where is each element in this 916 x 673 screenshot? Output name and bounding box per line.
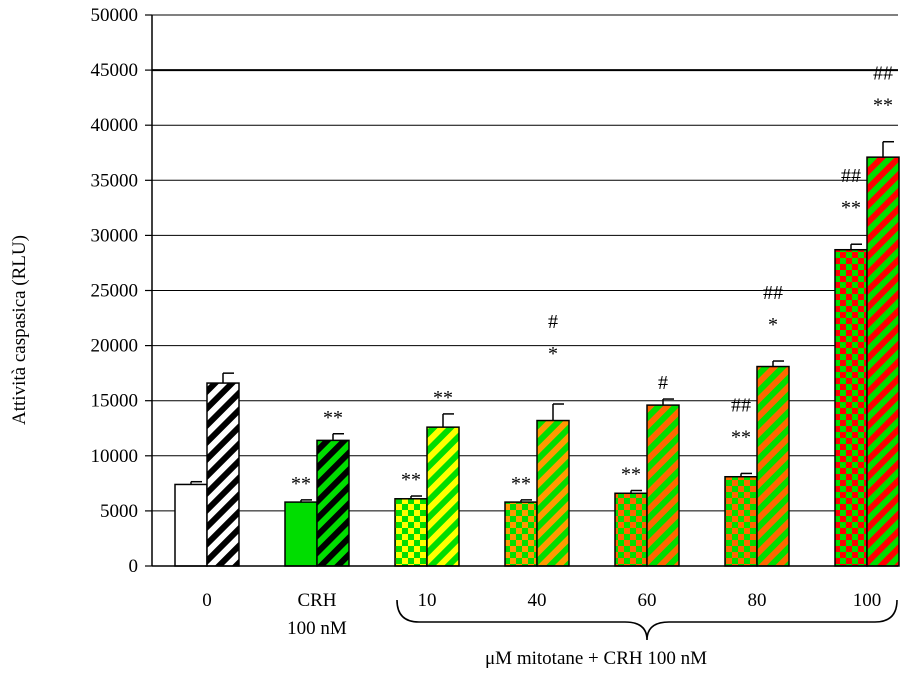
bar-b-0	[206, 382, 240, 567]
significance-mark: **	[291, 473, 311, 495]
error-bars	[190, 140, 894, 503]
group-label: μM mitotane + CRH 100 nM	[485, 648, 707, 669]
y-tick-label: 5000	[100, 501, 138, 522]
bar-a-1	[284, 501, 318, 567]
significance-mark: *	[768, 314, 778, 336]
y-axis-label: Attività caspasica (RLU)	[9, 235, 30, 425]
significance-mark: ##	[841, 165, 861, 187]
significance-mark: **	[873, 95, 893, 117]
axes	[151, 15, 898, 567]
bar-b-1	[316, 439, 350, 567]
bar-b-2	[426, 426, 460, 567]
y-tick-label: 50000	[91, 5, 139, 26]
significance-annotations: ***********#**#**##*##**##**##	[291, 63, 893, 495]
x-tick-label: 100	[853, 590, 882, 611]
bar-b-4	[646, 404, 680, 567]
y-tick-label: 30000	[91, 225, 139, 246]
significance-mark: **	[511, 473, 531, 495]
bar-a-5	[724, 475, 758, 567]
x-tick-label: 80	[748, 590, 767, 611]
significance-mark: **	[731, 426, 751, 448]
significance-mark: ##	[731, 394, 751, 416]
bar-b-6	[866, 156, 900, 567]
significance-mark: **	[841, 197, 861, 219]
gridlines	[152, 14, 898, 512]
x-axis-labels: 0 CRH 100 nM 10 40 60 80 100	[202, 590, 881, 639]
y-axis-ticks: 0 5000 10000 15000 20000 25000 30000 35000 40000…	[91, 5, 152, 577]
x-tick-label: 0	[202, 590, 212, 611]
bar-b-5	[756, 365, 790, 567]
significance-mark: *	[548, 343, 558, 365]
bar-a-2	[394, 498, 428, 567]
x-tick-label-line2: 100 nM	[287, 618, 347, 639]
bar-b-3	[536, 419, 570, 567]
y-tick-label: 0	[129, 556, 139, 577]
x-tick-label: 60	[638, 590, 657, 611]
x-tick-label: 40	[528, 590, 547, 611]
significance-mark: **	[401, 469, 421, 491]
y-tick-label: 40000	[91, 115, 139, 136]
bar-a-0	[174, 483, 208, 567]
x-tick-label: 10	[418, 590, 437, 611]
y-tick-label: 15000	[91, 391, 139, 412]
significance-mark: ##	[873, 63, 893, 85]
y-tick-label: 45000	[91, 60, 139, 81]
x-tick-label: CRH	[297, 590, 336, 611]
bar-a-6	[834, 248, 868, 567]
bars	[174, 156, 900, 567]
significance-mark: ##	[763, 282, 783, 304]
y-tick-label: 20000	[91, 336, 139, 357]
group-brace	[396, 599, 898, 641]
significance-mark: **	[433, 387, 453, 409]
bar-a-3	[504, 501, 538, 567]
significance-mark: #	[658, 372, 668, 394]
y-tick-label: 25000	[91, 281, 139, 302]
y-tick-label: 35000	[91, 170, 139, 191]
significance-mark: **	[323, 407, 343, 429]
significance-mark: #	[548, 311, 558, 333]
significance-mark: **	[621, 464, 641, 486]
y-tick-label: 10000	[91, 446, 139, 467]
bar-a-4	[614, 492, 648, 567]
